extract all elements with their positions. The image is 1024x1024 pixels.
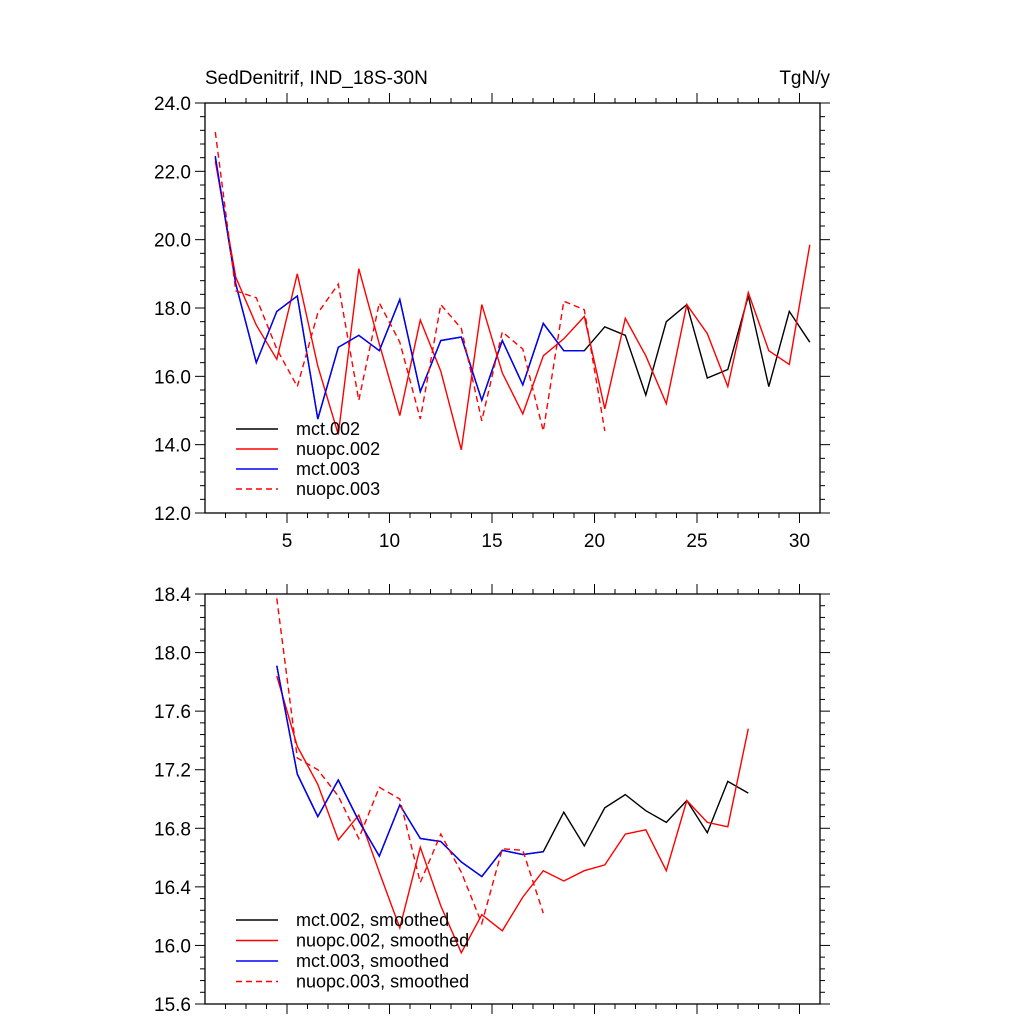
legend-label: nuopc.002, smoothed: [296, 931, 469, 951]
x-tick-label: 5: [282, 531, 293, 552]
legend-label: nuopc.003: [296, 479, 380, 499]
y-tick-label: 14.0: [154, 436, 191, 457]
series-lines: [276, 598, 749, 955]
legend-label: nuopc.003, smoothed: [296, 972, 469, 992]
y-tick-label: 12.0: [154, 504, 191, 525]
y-tick-label: 16.8: [154, 819, 191, 840]
y-tick-label: 17.2: [154, 761, 191, 782]
legend-label: nuopc.002: [296, 439, 380, 459]
top-panel: SedDenitrif, IND_18S-30N TgN/y 5 10 15 20 25…: [154, 68, 830, 552]
series-line-mct-002: [214, 157, 811, 420]
series-line-mct-003: [214, 155, 585, 420]
x-tick-label: 20: [584, 531, 605, 552]
y-tick-label: 16.0: [154, 936, 191, 957]
legend-label: mct.003: [296, 459, 360, 479]
series-line-nuopc-002: [214, 160, 811, 450]
y-tick-label: 22.0: [154, 162, 191, 183]
series-lines: [214, 131, 811, 450]
x-tick-label: 10: [379, 531, 400, 552]
series-line-mct-003-smoothed: [276, 665, 544, 878]
x-tick-label: 30: [789, 531, 810, 552]
plot-frame: [204, 593, 821, 1005]
y-tick-label: 18.0: [154, 299, 191, 320]
series-line-mct-002-smoothed: [276, 665, 749, 878]
bottom-panel: 15.6 16.0 16.4 16.8 17.2 17.6 18.0 18.4 mct.002…: [154, 584, 830, 1016]
series-line-nuopc-002-smoothed: [276, 675, 749, 955]
y-tick-label: 18.0: [154, 644, 191, 665]
series-line-nuopc-003: [214, 131, 606, 432]
legend-label: mct.002, smoothed: [296, 910, 449, 930]
x-tick-label: 15: [481, 531, 502, 552]
y-tick-label: 17.6: [154, 702, 191, 723]
axis-ticks: 5 10 15 20 25 30 12.0 14.0 16.0 18.0 20.0 22.0 24.0: [154, 93, 830, 552]
chart-title: SedDenitrif, IND_18S-30N: [205, 68, 428, 89]
legend-label: mct.002: [296, 419, 360, 439]
y-tick-label: 18.4: [154, 585, 191, 606]
y-tick-label: 15.6: [154, 995, 191, 1016]
y-tick-label: 16.0: [154, 367, 191, 388]
x-tick-label: 25: [686, 531, 707, 552]
y-tick-label: 24.0: [154, 94, 191, 115]
series-line-nuopc-003-smoothed: [276, 598, 544, 926]
axis-ticks: 15.6 16.0 16.4 16.8 17.2 17.6 18.0 18.4: [154, 584, 830, 1016]
y-tick-label: 16.4: [154, 878, 191, 899]
y-tick-label: 20.0: [154, 231, 191, 252]
units-label: TgN/y: [779, 68, 830, 89]
legend-label: mct.003, smoothed: [296, 951, 449, 971]
plot-frame: [204, 102, 821, 514]
